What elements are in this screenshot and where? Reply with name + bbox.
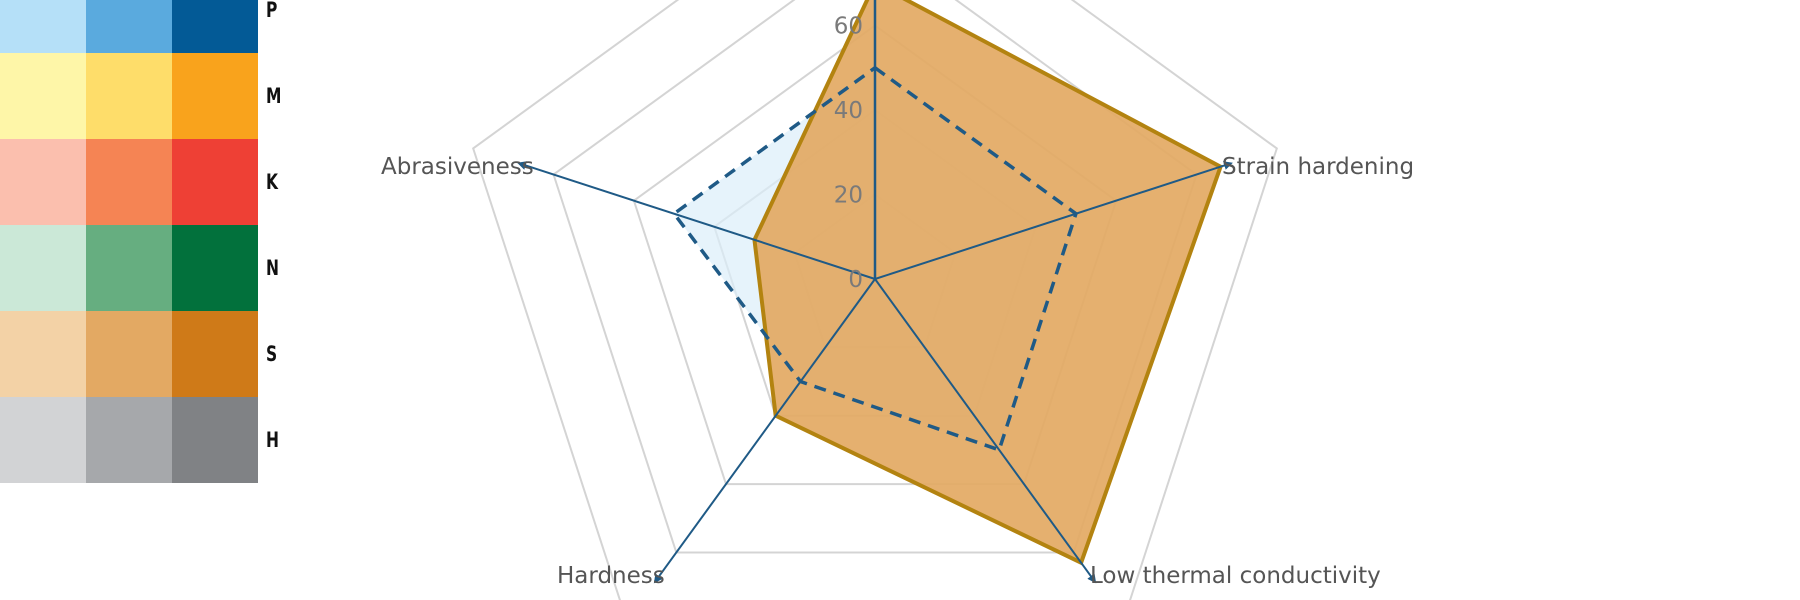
grid-ring bbox=[472, 0, 1278, 600]
axis-label-abrasiveness: Abrasiveness bbox=[381, 154, 534, 180]
legend-label: H bbox=[266, 428, 279, 452]
legend-swatch bbox=[86, 311, 172, 397]
legend-swatch bbox=[0, 0, 86, 53]
legend-swatch bbox=[172, 225, 258, 311]
legend-label: S bbox=[266, 342, 278, 366]
legend-label: N bbox=[266, 256, 279, 280]
legend-swatch bbox=[86, 397, 172, 483]
legend-swatch bbox=[172, 397, 258, 483]
legend-row-k: K bbox=[0, 139, 290, 225]
legend-swatch bbox=[0, 397, 86, 483]
legend-swatch bbox=[0, 139, 86, 225]
tick-label: 0 bbox=[848, 267, 863, 293]
tick-label: 40 bbox=[834, 98, 863, 124]
legend-swatch bbox=[172, 0, 258, 53]
legend-swatch bbox=[86, 0, 172, 53]
legend-swatch bbox=[86, 225, 172, 311]
axis-label-strain-hardening: Strain hardening bbox=[1222, 154, 1414, 180]
radar-tick-labels: 020406080 bbox=[834, 14, 863, 294]
legend-label: M bbox=[266, 84, 282, 108]
legend-row-p: P bbox=[0, 0, 290, 53]
legend-swatch bbox=[0, 53, 86, 139]
radar-series bbox=[671, 0, 1224, 566]
tick-label: 20 bbox=[834, 183, 863, 209]
legend-swatch bbox=[172, 311, 258, 397]
axis-label-low-thermal-conductivity: Low thermal conductivity bbox=[1090, 563, 1381, 589]
radar-axis bbox=[517, 161, 876, 280]
radar-axis bbox=[874, 161, 1233, 280]
radar-series-solid bbox=[752, 0, 1224, 566]
axis-label-hardness: Hardness bbox=[557, 563, 665, 589]
radar-axes bbox=[517, 0, 1233, 584]
legend-row-m: M bbox=[0, 53, 290, 139]
tick-label: 60 bbox=[834, 14, 863, 40]
legend-swatch bbox=[86, 139, 172, 225]
legend-swatch bbox=[0, 225, 86, 311]
legend-row-s: S bbox=[0, 311, 290, 397]
radar-axis bbox=[874, 278, 1097, 584]
legend-row-n: N bbox=[0, 225, 290, 311]
legend-swatch bbox=[172, 139, 258, 225]
radar-axis bbox=[653, 278, 876, 584]
legend-label: P bbox=[266, 0, 278, 22]
iso-material-legend: P M K N S H bbox=[0, 0, 290, 483]
radar-series-dashed bbox=[671, 65, 1078, 453]
legend-label: K bbox=[266, 170, 279, 194]
legend-swatch bbox=[172, 53, 258, 139]
legend-swatch bbox=[0, 311, 86, 397]
legend-swatch bbox=[86, 53, 172, 139]
legend-row-h: H bbox=[0, 397, 290, 483]
